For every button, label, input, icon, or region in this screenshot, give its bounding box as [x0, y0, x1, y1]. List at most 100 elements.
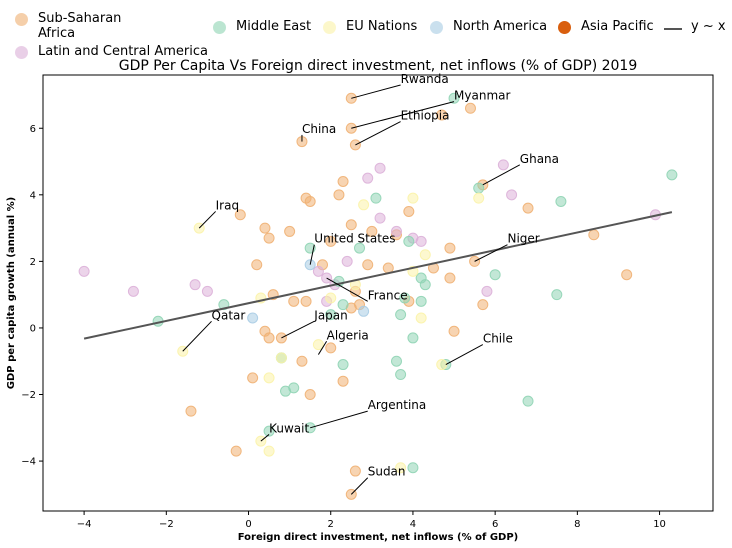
data-point [362, 259, 374, 271]
annotation-leader [326, 277, 368, 302]
data-point [489, 269, 501, 281]
data-point [415, 235, 427, 247]
chart-title: GDP Per Capita Vs Foreign direct investm… [119, 58, 638, 74]
legend-label: Latin and Central America [38, 44, 208, 59]
data-point [259, 222, 271, 234]
legend-swatch [15, 13, 28, 26]
data-point [403, 205, 415, 217]
data-point [312, 265, 324, 277]
annotation-leader [350, 477, 369, 495]
data-point [415, 295, 427, 307]
x-tick-label: 10 [653, 519, 666, 530]
trend-line [83, 211, 673, 340]
data-point [407, 462, 419, 474]
data-point [284, 225, 296, 237]
plot-frame [42, 74, 714, 512]
legend-label: North America [453, 19, 548, 34]
annotation-label: Rwanda [401, 72, 449, 86]
annotation-label: Niger [507, 232, 539, 246]
data-point [506, 189, 518, 201]
data-point [354, 242, 366, 254]
data-point [395, 369, 407, 381]
legend-item: Middle East [213, 19, 311, 34]
series-1 [78, 159, 661, 307]
data-point [407, 192, 419, 204]
data-point [621, 269, 633, 281]
data-point [464, 102, 476, 114]
annotation-label: Kuwait [269, 421, 309, 435]
data-point [263, 372, 275, 384]
data-point [419, 249, 431, 261]
data-point [201, 285, 213, 297]
x-tick-label: 4 [410, 519, 416, 530]
annotation-leader [355, 121, 401, 146]
data-point [234, 209, 246, 221]
annotation-label: Ghana [520, 152, 559, 166]
annotation-leader [445, 344, 484, 365]
data-point [230, 445, 242, 457]
data-point [345, 219, 357, 231]
data-point [251, 259, 263, 271]
data-point [358, 199, 370, 211]
y-tick-label: 4 [30, 190, 36, 201]
annotation-leader [198, 211, 216, 229]
data-point [444, 242, 456, 254]
data-point [185, 405, 197, 417]
legend-swatch [558, 21, 571, 34]
legend-item: Sub-Saharan Africa [15, 11, 121, 41]
annotation-leader [482, 164, 521, 186]
legend-label: y ~ x [691, 19, 726, 34]
annotation-label: Japan [313, 308, 347, 322]
data-point [395, 462, 407, 474]
data-point [390, 355, 402, 367]
data-point [481, 285, 493, 297]
data-point [312, 339, 324, 351]
legend-label: Asia Pacific [581, 19, 654, 34]
annotation-leader [281, 320, 315, 339]
y-tick-label: 6 [30, 124, 36, 135]
legend-swatch [213, 21, 226, 34]
data-point [333, 189, 345, 201]
data-point [349, 465, 361, 477]
data-point [473, 192, 485, 204]
data-point [288, 295, 300, 307]
annotation-label: United States [314, 232, 395, 246]
legend-item-trend: y ~ x [664, 19, 726, 34]
data-point [358, 305, 370, 317]
data-point [337, 176, 349, 188]
y-tick-label: 2 [30, 257, 36, 268]
x-tick-label: 2 [328, 519, 334, 530]
data-point [403, 235, 415, 247]
data-point [127, 285, 139, 297]
x-tick-label: 0 [245, 519, 251, 530]
data-point [588, 229, 600, 241]
annotation-label: Sudan [368, 465, 406, 479]
annotation-label: Ethiopia [401, 109, 450, 123]
data-point [296, 355, 308, 367]
x-tick-label: −2 [159, 519, 174, 530]
legend-label: EU Nations [346, 19, 418, 34]
data-point [522, 395, 534, 407]
legend: Sub-Saharan Africa Latin and Central Amer… [0, 0, 732, 60]
data-point [390, 225, 402, 237]
data-point [415, 312, 427, 324]
data-point [551, 289, 563, 301]
data-point [263, 332, 275, 344]
data-point [473, 182, 485, 194]
legend-label: Middle East [236, 19, 312, 34]
data-point [341, 255, 353, 267]
legend-line [664, 28, 682, 30]
data-point [366, 225, 378, 237]
data-point [304, 195, 316, 207]
data-point [325, 309, 337, 321]
data-point [374, 212, 386, 224]
data-point [444, 272, 456, 284]
annotation-label: France [368, 288, 408, 302]
annotation-label: Chile [483, 332, 513, 346]
annotation-leader [351, 84, 401, 99]
series-2 [152, 92, 678, 474]
annotation-leader [309, 244, 315, 265]
series-3 [177, 192, 485, 474]
data-point [362, 172, 374, 184]
data-point [325, 292, 337, 304]
